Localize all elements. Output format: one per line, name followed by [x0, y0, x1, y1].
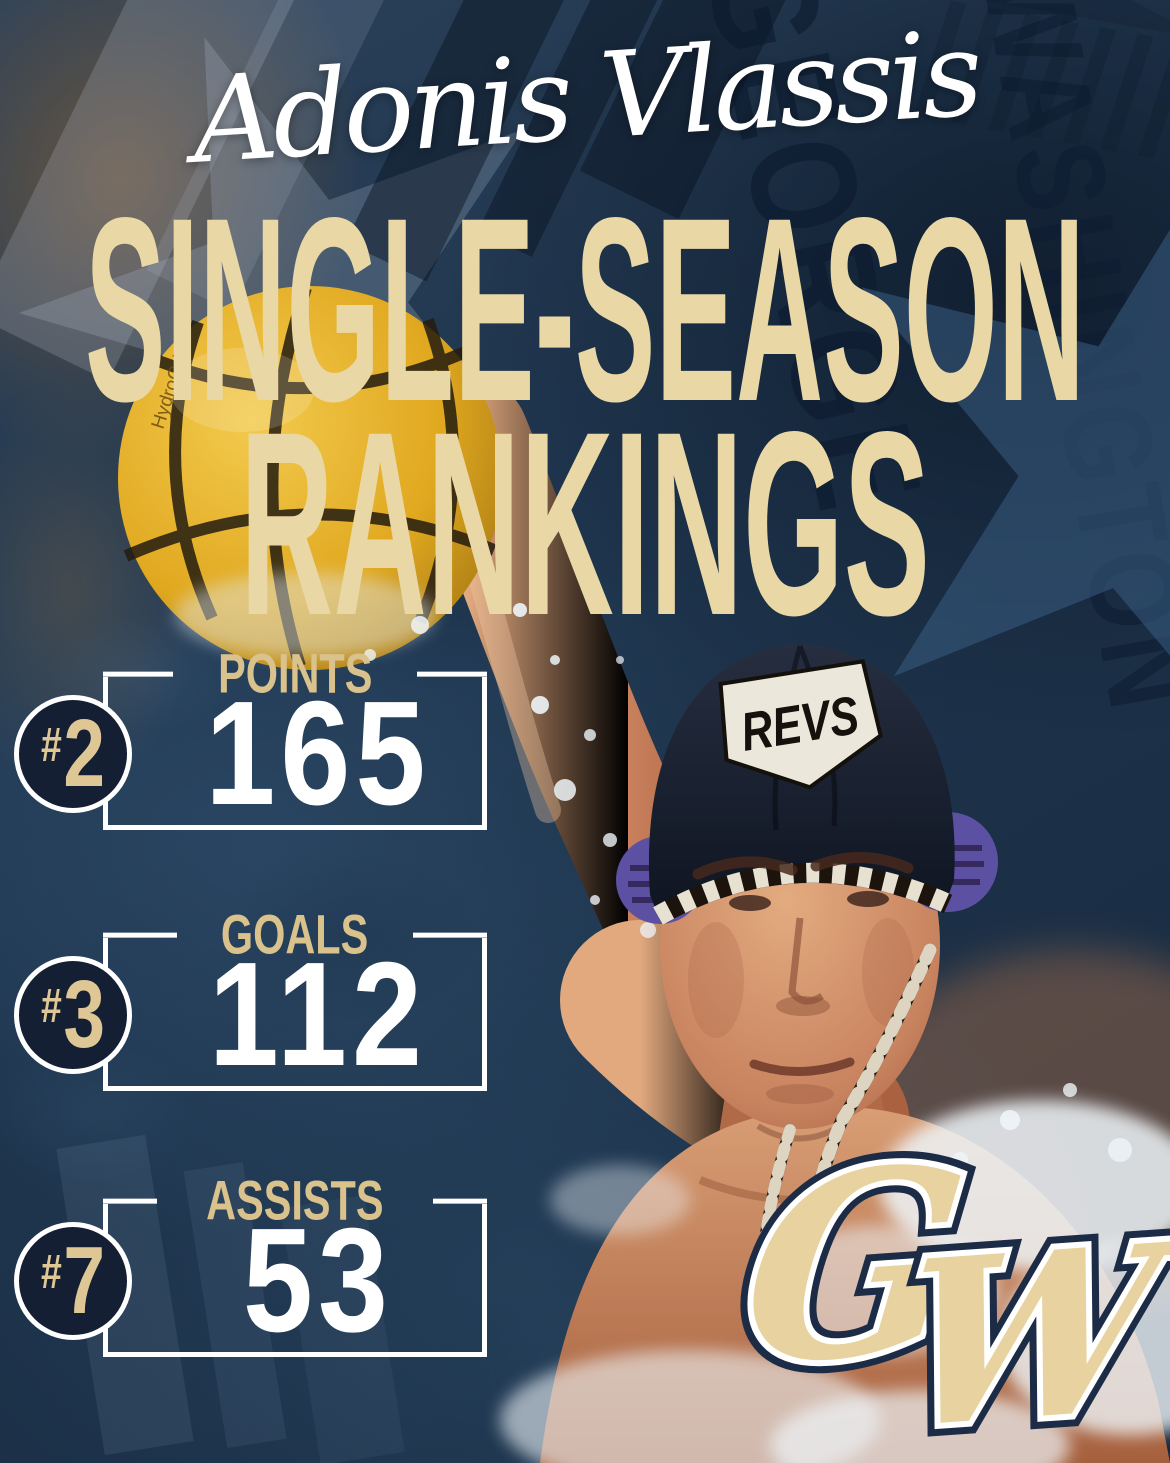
water-splash [500, 1083, 1170, 1463]
frame-segment [103, 932, 178, 938]
stat-box-points: POINTS 165 # 2 [14, 645, 487, 830]
rank-hash: # [41, 982, 62, 1031]
stat-label: POINTS [205, 645, 386, 702]
stat-value: 165 [132, 677, 458, 830]
stat-label: GOALS [208, 906, 382, 963]
stat-box-assists: ASSISTS 53 # 7 [14, 1172, 487, 1357]
rank-badge: # 3 [14, 955, 132, 1074]
stat-value: 112 [132, 938, 458, 1091]
water-droplets [495, 540, 656, 938]
rank-hash: # [41, 721, 62, 770]
headline-line2: RANKINGS [240, 377, 930, 660]
headline-line1: SINGLE-SEASON [85, 163, 1085, 456]
frame-segment [432, 1198, 487, 1204]
rank-badge: # 2 [14, 694, 132, 813]
swim-cap: REVS [648, 644, 955, 925]
rank-badge: # 7 [14, 1221, 132, 1340]
rank-number: 2 [63, 705, 105, 802]
frame-segment [417, 671, 487, 677]
frame-segment [412, 932, 487, 938]
rank-number: 7 [63, 1232, 105, 1329]
headline: SINGLE-SEASON RANKINGS [85, 163, 1085, 660]
player-head: REVS [616, 644, 998, 1274]
cap-shield: REVS [718, 659, 883, 790]
stat-box-goals: GOALS 112 # 3 [14, 906, 487, 1091]
rank-number: 3 [63, 966, 105, 1063]
cap-straps [756, 943, 937, 1274]
stat-label: ASSISTS [193, 1172, 397, 1229]
stat-value: 53 [132, 1204, 458, 1357]
rank-hash: # [41, 1248, 62, 1297]
frame-segment [103, 671, 173, 677]
water-polo-ball: HydroGrip [118, 286, 502, 670]
frame-segment [103, 1198, 158, 1204]
